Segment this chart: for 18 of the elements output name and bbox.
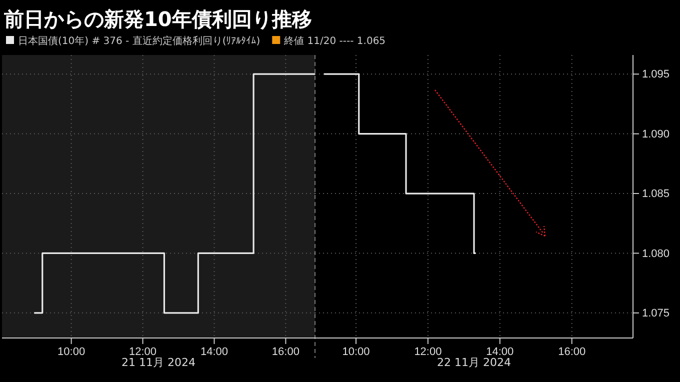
y-tick-label: 1.085: [642, 188, 670, 200]
x-tick-label: 16:00: [558, 346, 586, 358]
text: 終値 11/20 ---- 1.065: [283, 35, 386, 47]
y-tick-label: 1.075: [642, 307, 670, 320]
y-tick-label: 1.080: [642, 248, 670, 260]
x-tick-label: 10:00: [342, 346, 370, 358]
x-axis-title: 22 11月 2024: [437, 356, 511, 369]
x-tick-label: 12:00: [414, 346, 442, 358]
x-tick-label: 10:00: [58, 346, 86, 358]
x-tick-label: 14:00: [200, 346, 228, 358]
chart-title: 前日からの新発10年債利回り推移: [3, 7, 312, 31]
x-tick-label: 12:00: [129, 346, 157, 358]
y-tick-label: 1.095: [642, 68, 670, 81]
x-tick-label: 14:00: [486, 346, 514, 358]
x-axis-title: 21 11月 2024: [122, 356, 196, 369]
legend-label: 日本国債(10年) # 376 - 直近約定価格利回り(ﾘｱﾙﾀｲﾑ): [18, 35, 260, 47]
y-tick-label: 1.090: [642, 128, 670, 140]
x-tick-label: 16:00: [272, 346, 300, 358]
